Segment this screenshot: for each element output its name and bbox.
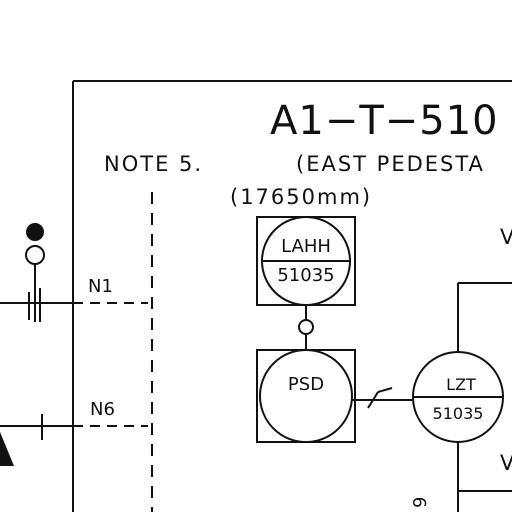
nozzle-n6-label: N6: [90, 399, 115, 420]
level-indicator-symbol: [25, 223, 45, 298]
lzt-process-lines: [457, 282, 512, 512]
instrument-lzt-function: LZT: [446, 375, 476, 394]
vessel-outline: [72, 80, 512, 512]
note-label: NOTE 5.: [104, 152, 203, 176]
instrument-lzt-51035: LZT 51035: [412, 351, 504, 443]
rotated-digit: 9: [410, 497, 431, 508]
nozzle-n1-label: N1: [88, 276, 113, 297]
psd-lzt-signal-line: [352, 387, 412, 409]
nozzle-n6: N6: [0, 399, 148, 466]
instrument-lahh-number: 51035: [277, 265, 334, 286]
nozzle-n1: N1: [0, 276, 148, 322]
instrument-psd-function: PSD: [288, 374, 324, 395]
right-label-upper: V: [500, 225, 512, 249]
valve-triangle: [0, 432, 14, 466]
location-label: (EAST PEDESTA: [296, 152, 485, 176]
instrument-lahh-function: LAHH: [281, 236, 331, 257]
vessel-tag-title: A1−T−510: [270, 98, 499, 144]
instrument-lahh-51035: LAHH 51035: [256, 216, 356, 306]
instrument-psd: PSD: [256, 349, 356, 443]
right-label-lower: V: [500, 451, 512, 475]
dimension-label: (17650mm): [230, 185, 372, 209]
instrument-lzt-number: 51035: [433, 404, 484, 423]
lahh-psd-link: [298, 305, 314, 350]
